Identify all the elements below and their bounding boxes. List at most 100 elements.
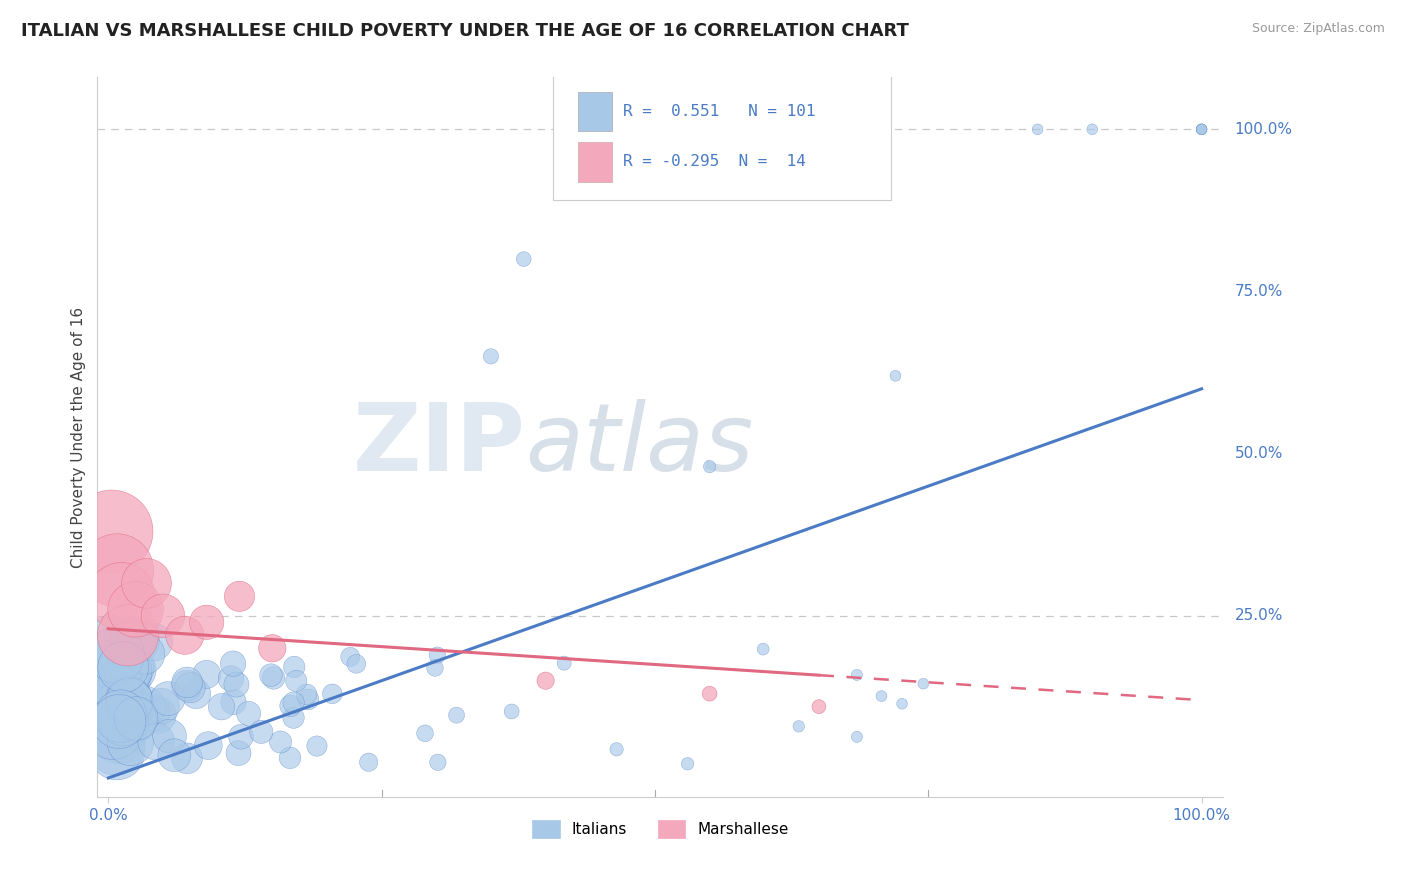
Point [238,706,260,721]
Point [179,681,201,695]
Point [229,730,252,744]
Point [195,615,218,630]
Point [176,678,198,692]
Point [134,647,156,661]
Point [98,665,121,680]
Text: atlas: atlas [526,399,754,490]
Point [1081,122,1104,136]
Point [115,671,138,685]
Point [283,696,305,710]
Point [295,687,318,701]
Point [321,687,343,701]
Text: 25.0%: 25.0% [1234,608,1282,624]
Point [534,673,557,688]
FancyBboxPatch shape [554,74,891,200]
Text: 100.0%: 100.0% [1234,122,1292,136]
Point [479,350,502,364]
Point [752,642,775,657]
Point [222,657,245,671]
Point [112,673,135,688]
Point [124,602,146,616]
Point [219,672,242,686]
Point [120,660,142,674]
Point [912,676,935,690]
Point [176,675,198,690]
Point [139,706,162,720]
Text: 50.0%: 50.0% [1234,446,1282,461]
Point [228,590,250,604]
Point [105,740,128,755]
Point [110,590,132,604]
Point [121,632,143,647]
Point [118,694,141,708]
Point [426,648,449,663]
Point [107,729,129,743]
Point [339,649,361,664]
Text: R =  0.551   N = 101: R = 0.551 N = 101 [623,103,815,119]
Y-axis label: Child Poverty Under the Age of 16: Child Poverty Under the Age of 16 [72,307,86,568]
Point [117,628,139,642]
Point [101,723,124,737]
Point [176,751,198,765]
Point [344,657,367,671]
Point [135,699,157,714]
Point [845,668,868,682]
Text: 75.0%: 75.0% [1234,284,1282,299]
Point [870,689,893,703]
Text: ITALIAN VS MARSHALLESE CHILD POVERTY UNDER THE AGE OF 16 CORRELATION CHART: ITALIAN VS MARSHALLESE CHILD POVERTY UND… [21,22,908,40]
Legend: Italians, Marshallese: Italians, Marshallese [526,814,794,844]
Point [122,663,145,677]
Point [426,756,449,770]
Text: ZIP: ZIP [353,399,526,491]
Point [156,691,179,706]
Point [423,661,446,675]
Point [262,641,284,656]
Point [105,745,128,759]
Point [606,742,628,756]
Point [283,660,305,674]
Point [280,698,302,713]
Point [283,711,305,725]
Point [263,671,285,685]
Point [676,756,699,771]
Point [787,719,810,733]
Point [120,700,142,714]
Point [108,700,131,714]
Point [146,708,169,723]
Point [285,673,308,688]
Point [270,735,292,749]
Point [105,563,128,577]
Point [104,648,127,662]
Point [446,708,468,723]
Point [1191,122,1213,136]
Point [108,714,131,729]
Point [225,677,247,691]
Point [1026,122,1049,136]
Point [184,687,207,701]
Point [413,726,436,740]
Point [699,459,721,474]
Point [250,724,273,739]
Point [553,656,575,670]
Point [100,524,122,539]
Point [142,635,165,649]
Point [145,734,167,748]
Point [222,695,245,709]
Point [278,751,301,765]
Point [120,735,142,749]
Point [501,705,523,719]
Point [845,730,868,744]
Point [357,756,380,770]
Point [117,664,139,678]
Point [807,699,830,714]
Point [100,640,122,654]
Point [163,748,186,763]
Point [125,712,148,726]
FancyBboxPatch shape [578,142,612,182]
Point [197,739,219,753]
Point [118,693,141,707]
FancyBboxPatch shape [578,92,612,131]
Point [100,687,122,701]
Point [699,687,721,701]
Point [305,739,328,753]
